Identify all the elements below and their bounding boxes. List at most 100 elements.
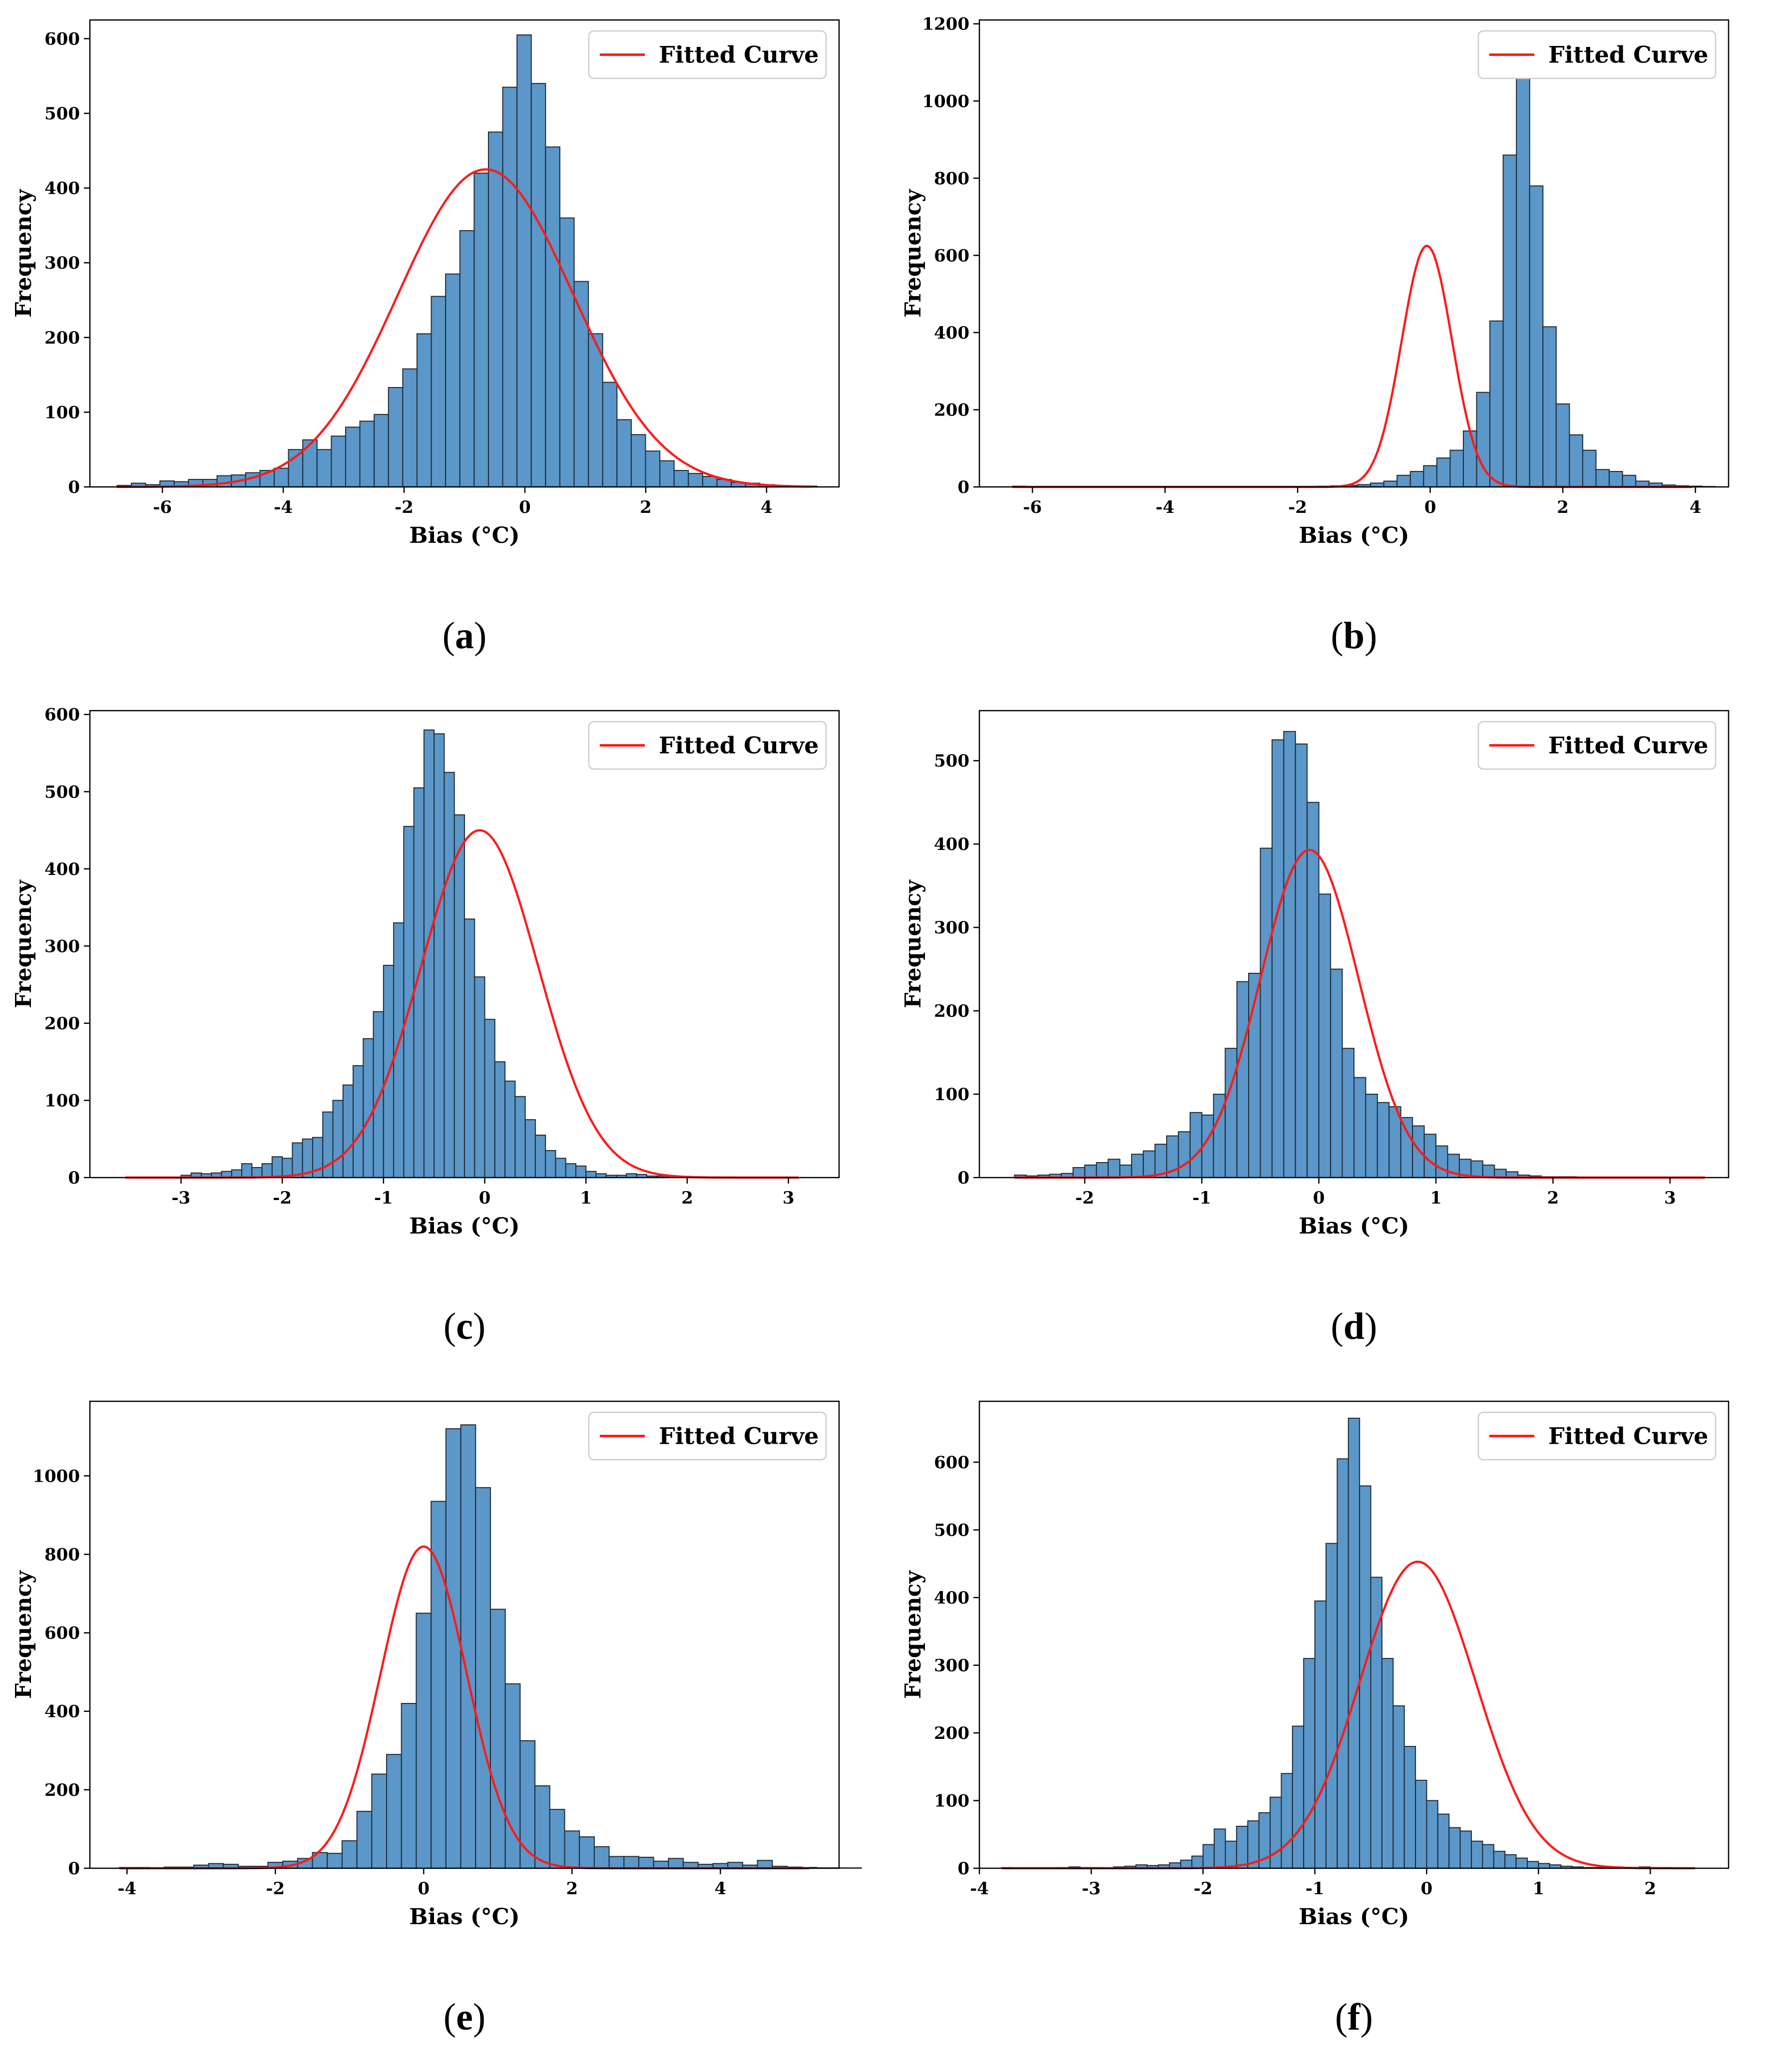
bar <box>1330 968 1343 1178</box>
bar <box>1622 474 1637 487</box>
bar <box>251 1167 263 1179</box>
plot-frame <box>89 1400 840 1869</box>
bar <box>345 426 361 488</box>
bar <box>514 1096 526 1179</box>
y-tick-label: 0 <box>68 477 80 497</box>
bar <box>545 1150 556 1179</box>
y-tick-label: 0 <box>957 477 969 497</box>
bar <box>1412 1125 1425 1178</box>
y-tick-label: 600 <box>44 1624 80 1644</box>
legend-box <box>588 30 827 79</box>
bar <box>1281 1773 1293 1869</box>
bar <box>534 1785 550 1869</box>
x-axis-label: Bias (°C) <box>1299 1904 1409 1930</box>
bar <box>374 414 389 487</box>
bar <box>1131 1154 1144 1178</box>
panel-caption-letter: c <box>456 1305 473 1347</box>
x-tick-label: 3 <box>783 1188 795 1208</box>
bar <box>373 1011 384 1179</box>
x-tick-label: -2 <box>395 497 414 517</box>
bar <box>1392 1705 1405 1869</box>
legend-label: Fitted Curve <box>659 1423 819 1450</box>
panel-caption-letter: a <box>455 615 474 657</box>
x-axis-label: Bias (°C) <box>409 523 519 548</box>
bar <box>416 1613 432 1869</box>
bar <box>1189 1112 1203 1179</box>
bars-group <box>1001 1417 1674 1869</box>
legend: Fitted Curve <box>1477 30 1717 79</box>
bar <box>1435 1145 1448 1179</box>
bar <box>1542 326 1557 487</box>
bar <box>302 439 318 488</box>
y-tick-label: 200 <box>934 400 969 420</box>
histogram-chart-a: -6 -4 -2 0 2 4 0 100 200 300 400 500 600 Bias (°C) Fre… <box>11 19 840 548</box>
x-tick-label: -4 <box>1156 497 1175 517</box>
y-tick-label: 200 <box>44 328 80 348</box>
y-tick-label: 800 <box>44 1545 80 1565</box>
bar <box>1341 1048 1354 1179</box>
y-tick-label: 1000 <box>922 91 969 111</box>
y-tick-label: 800 <box>934 169 969 189</box>
y-tick-label: 200 <box>44 1780 80 1800</box>
bar <box>1214 1828 1226 1869</box>
bar <box>530 83 546 488</box>
legend-box <box>588 721 827 770</box>
bar <box>1489 320 1504 488</box>
bar <box>1270 1796 1282 1869</box>
y-tick-label: 300 <box>934 918 969 938</box>
bar <box>464 918 475 1179</box>
y-axis-label: Frequency <box>11 1570 36 1699</box>
legend-box <box>1477 721 1717 770</box>
legend-box <box>1477 1411 1717 1461</box>
legend: Fitted Curve <box>588 30 827 79</box>
y-axis-label: Frequency <box>900 1570 926 1699</box>
plot-frame <box>978 19 1730 488</box>
bar <box>502 86 518 487</box>
x-tick-label: 2 <box>1644 1879 1656 1899</box>
bar <box>1236 981 1250 1178</box>
bar <box>271 1156 283 1178</box>
bar <box>1225 1048 1238 1179</box>
bar <box>445 1428 461 1869</box>
y-tick-label: 300 <box>934 1656 969 1675</box>
bar <box>668 1858 684 1869</box>
bar <box>1143 1150 1156 1178</box>
panel-caption: (f) <box>1335 1996 1373 2038</box>
bar <box>416 333 432 487</box>
histogram-chart-c: -3 -2 -1 0 1 2 3 0 100 200 300 400 500 600 Bias (°C) Fr… <box>11 705 840 1239</box>
bar <box>342 1084 354 1179</box>
y-tick-label: 600 <box>934 1453 969 1473</box>
bar <box>519 1740 536 1869</box>
x-tick-label: 0 <box>1313 1188 1325 1208</box>
x-tick-label: 2 <box>1547 1188 1559 1208</box>
bar <box>1423 465 1437 487</box>
bar <box>702 476 718 488</box>
bar <box>1119 1164 1132 1179</box>
bar <box>1463 430 1477 487</box>
x-tick-label: -4 <box>274 497 293 517</box>
y-tick-label: 0 <box>957 1859 969 1879</box>
bar <box>1303 1658 1316 1869</box>
panel-caption-letter: b <box>1343 615 1365 657</box>
bar <box>356 1811 373 1869</box>
bar <box>371 1773 388 1869</box>
bars-group <box>116 34 818 488</box>
x-axis-label: Bias (°C) <box>1299 1214 1409 1239</box>
bar <box>1283 731 1296 1178</box>
bar <box>1482 1844 1494 1869</box>
bar <box>1365 1094 1378 1178</box>
y-tick-label: 400 <box>44 1702 80 1722</box>
bar <box>623 1856 640 1869</box>
y-axis-label: Frequency <box>11 189 36 318</box>
bar <box>524 1119 536 1178</box>
bar <box>332 1100 344 1178</box>
x-tick-label: 4 <box>761 497 773 517</box>
x-tick-label: -2 <box>1194 1879 1213 1899</box>
bar <box>1376 1102 1390 1178</box>
bar <box>545 146 560 487</box>
legend-label: Fitted Curve <box>1548 41 1708 68</box>
y-tick-label: 100 <box>44 403 80 422</box>
bar <box>1595 469 1610 488</box>
bar <box>616 419 632 487</box>
bar <box>1295 743 1308 1179</box>
